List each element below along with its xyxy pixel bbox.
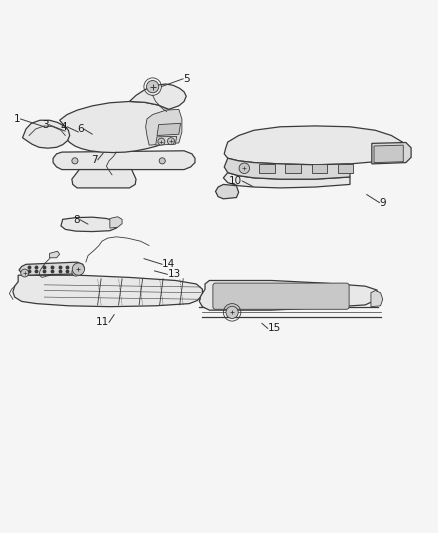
Text: 14: 14 — [162, 260, 176, 269]
Text: 11: 11 — [96, 317, 109, 327]
Polygon shape — [371, 290, 383, 306]
Text: 15: 15 — [268, 324, 281, 334]
Circle shape — [167, 138, 174, 144]
Text: 7: 7 — [91, 155, 98, 165]
Polygon shape — [130, 84, 186, 109]
Bar — [311, 164, 327, 173]
Circle shape — [21, 269, 28, 277]
Text: 8: 8 — [74, 215, 80, 225]
Polygon shape — [61, 217, 119, 231]
Text: 13: 13 — [167, 269, 181, 279]
Polygon shape — [60, 101, 180, 152]
Polygon shape — [155, 136, 177, 145]
Circle shape — [72, 158, 78, 164]
Polygon shape — [157, 123, 180, 135]
Text: 3: 3 — [42, 119, 49, 130]
Polygon shape — [374, 145, 403, 163]
Bar — [286, 164, 301, 173]
Text: 6: 6 — [77, 124, 84, 134]
Circle shape — [72, 268, 80, 276]
Polygon shape — [13, 275, 202, 306]
Text: 1: 1 — [14, 114, 20, 124]
Polygon shape — [215, 184, 239, 199]
Polygon shape — [224, 126, 406, 165]
Polygon shape — [49, 251, 60, 258]
Circle shape — [147, 80, 159, 93]
Polygon shape — [19, 262, 85, 275]
Circle shape — [72, 263, 85, 275]
Circle shape — [239, 163, 250, 174]
Polygon shape — [110, 217, 122, 228]
Polygon shape — [199, 280, 377, 310]
Circle shape — [159, 158, 165, 164]
Text: 9: 9 — [380, 198, 386, 208]
Circle shape — [158, 138, 165, 145]
Polygon shape — [223, 173, 350, 188]
Polygon shape — [372, 142, 411, 164]
Circle shape — [226, 306, 238, 318]
Polygon shape — [22, 120, 70, 148]
Polygon shape — [53, 151, 195, 169]
Bar — [259, 164, 275, 173]
FancyBboxPatch shape — [213, 283, 349, 309]
Text: 4: 4 — [60, 122, 67, 132]
Polygon shape — [72, 169, 136, 188]
Text: 10: 10 — [229, 176, 242, 186]
Polygon shape — [146, 109, 182, 145]
Bar — [338, 164, 353, 173]
Polygon shape — [224, 158, 350, 179]
Text: 5: 5 — [183, 74, 190, 84]
